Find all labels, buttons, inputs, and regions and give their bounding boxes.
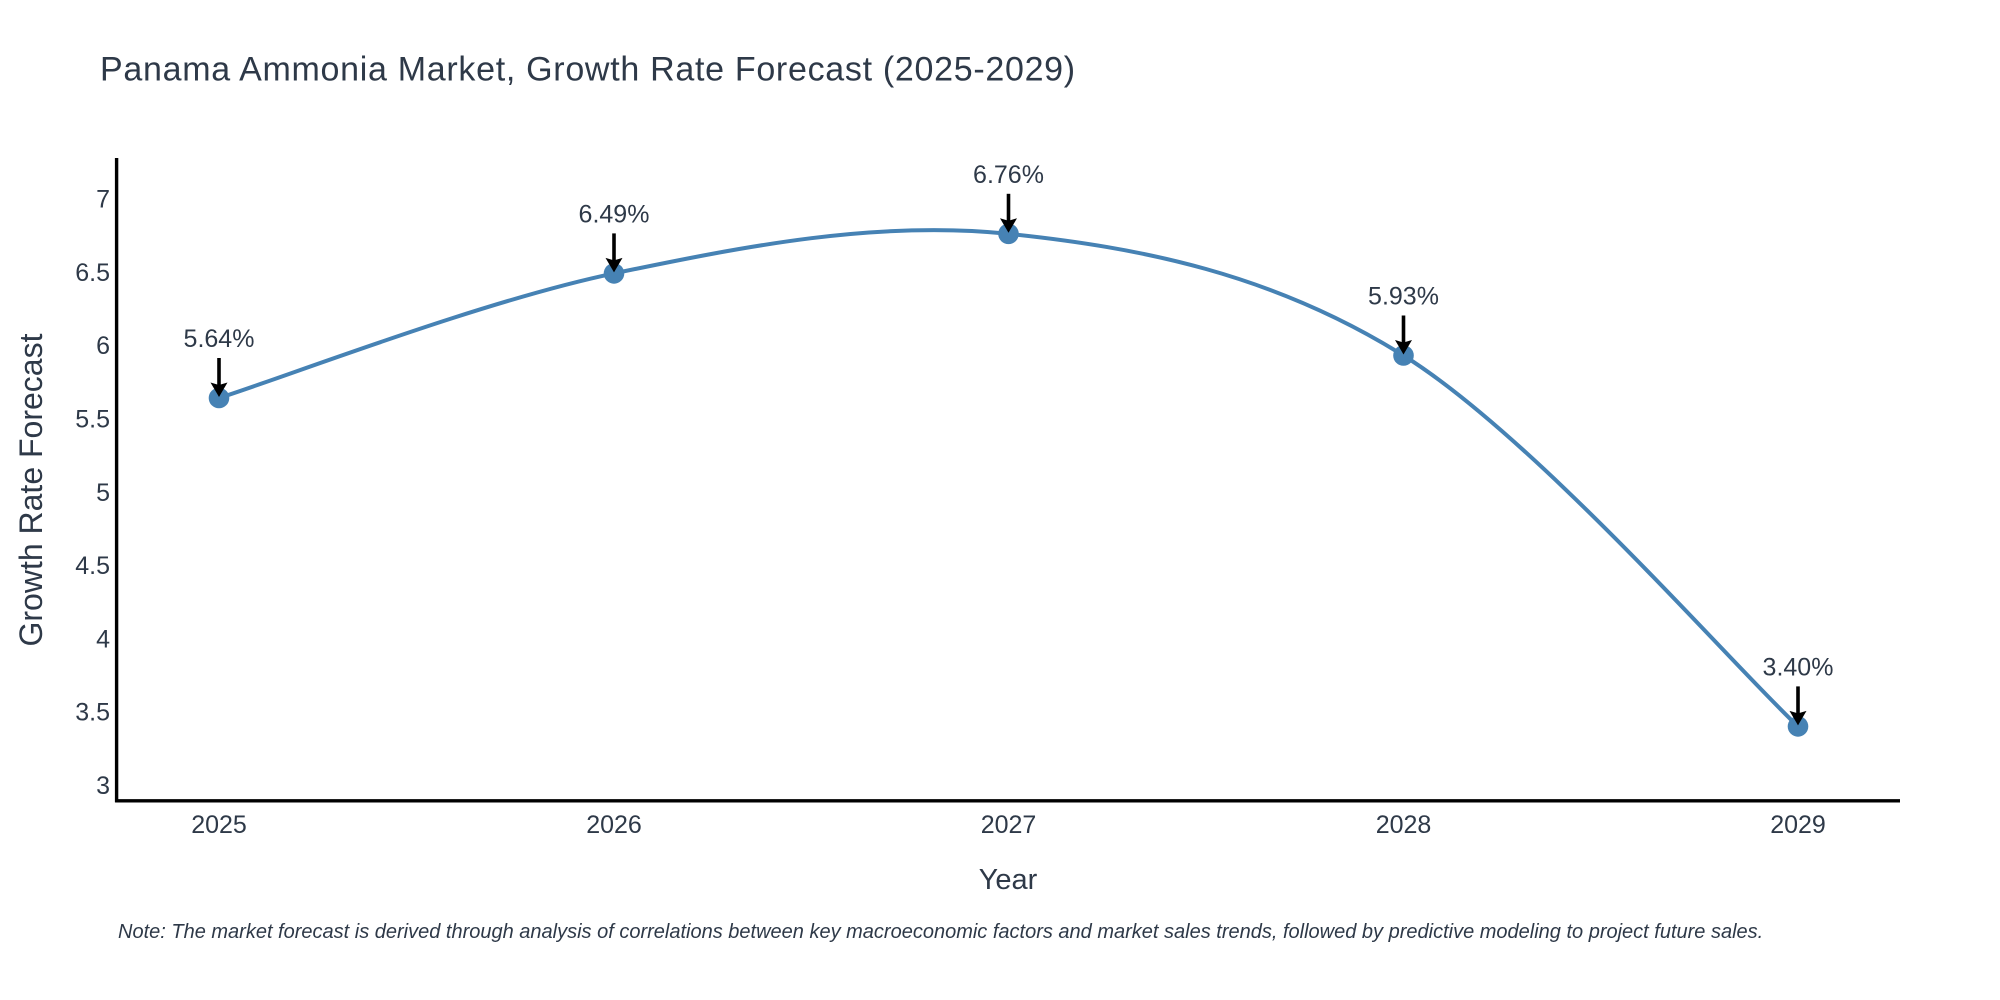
svg-text:3: 3: [96, 772, 110, 800]
svg-text:6.76%: 6.76%: [973, 161, 1044, 189]
svg-text:2025: 2025: [191, 811, 247, 839]
svg-text:4: 4: [96, 625, 110, 653]
svg-text:5: 5: [96, 479, 110, 507]
svg-text:Note: The market forecast is d: Note: The market forecast is derived thr…: [118, 921, 1763, 943]
svg-text:Year: Year: [979, 864, 1038, 896]
svg-text:5.93%: 5.93%: [1368, 283, 1439, 311]
svg-text:6.49%: 6.49%: [579, 200, 650, 228]
svg-text:Growth Rate Forecast: Growth Rate Forecast: [13, 333, 49, 646]
svg-text:2029: 2029: [1770, 811, 1826, 839]
svg-text:2028: 2028: [1376, 811, 1432, 839]
svg-text:Panama Ammonia Market, Growth: Panama Ammonia Market, Growth Rate Forec…: [100, 51, 1076, 89]
svg-text:5.5: 5.5: [75, 406, 110, 434]
svg-text:7: 7: [96, 186, 110, 214]
svg-text:2027: 2027: [981, 811, 1037, 839]
svg-text:4.5: 4.5: [75, 552, 110, 580]
svg-text:5.64%: 5.64%: [184, 325, 255, 353]
svg-text:3.40%: 3.40%: [1763, 653, 1834, 681]
svg-text:6: 6: [96, 332, 110, 360]
svg-text:2026: 2026: [586, 811, 642, 839]
svg-text:3.5: 3.5: [75, 699, 110, 727]
svg-text:6.5: 6.5: [75, 259, 110, 287]
